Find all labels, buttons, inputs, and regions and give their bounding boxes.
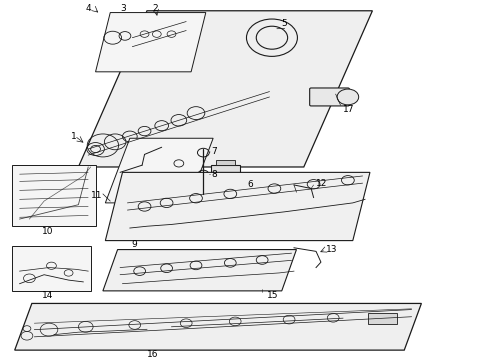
Text: 2: 2 <box>152 4 157 13</box>
Text: 6: 6 <box>247 180 253 189</box>
Text: 14: 14 <box>42 291 54 300</box>
Text: 16: 16 <box>147 350 158 359</box>
Polygon shape <box>96 13 206 72</box>
Text: 3: 3 <box>120 4 126 13</box>
Polygon shape <box>105 172 370 240</box>
Text: 15: 15 <box>267 291 278 300</box>
Polygon shape <box>103 249 296 291</box>
Text: 4: 4 <box>86 4 91 13</box>
Text: 17: 17 <box>343 105 354 114</box>
Text: 12: 12 <box>316 179 327 188</box>
Text: 5: 5 <box>282 19 288 28</box>
Circle shape <box>337 89 359 105</box>
FancyBboxPatch shape <box>310 88 349 106</box>
Text: 8: 8 <box>212 170 218 179</box>
Bar <box>216 160 235 165</box>
Polygon shape <box>12 246 91 291</box>
Text: 7: 7 <box>212 147 218 156</box>
Polygon shape <box>15 303 421 350</box>
Bar <box>211 165 240 198</box>
Text: 1: 1 <box>71 132 77 141</box>
Text: 11: 11 <box>91 191 102 200</box>
Polygon shape <box>105 138 213 203</box>
Bar <box>368 314 397 324</box>
Text: 13: 13 <box>326 245 337 254</box>
Text: 10: 10 <box>42 227 54 236</box>
Polygon shape <box>12 165 96 226</box>
Polygon shape <box>78 11 372 167</box>
Text: 9: 9 <box>131 240 137 249</box>
